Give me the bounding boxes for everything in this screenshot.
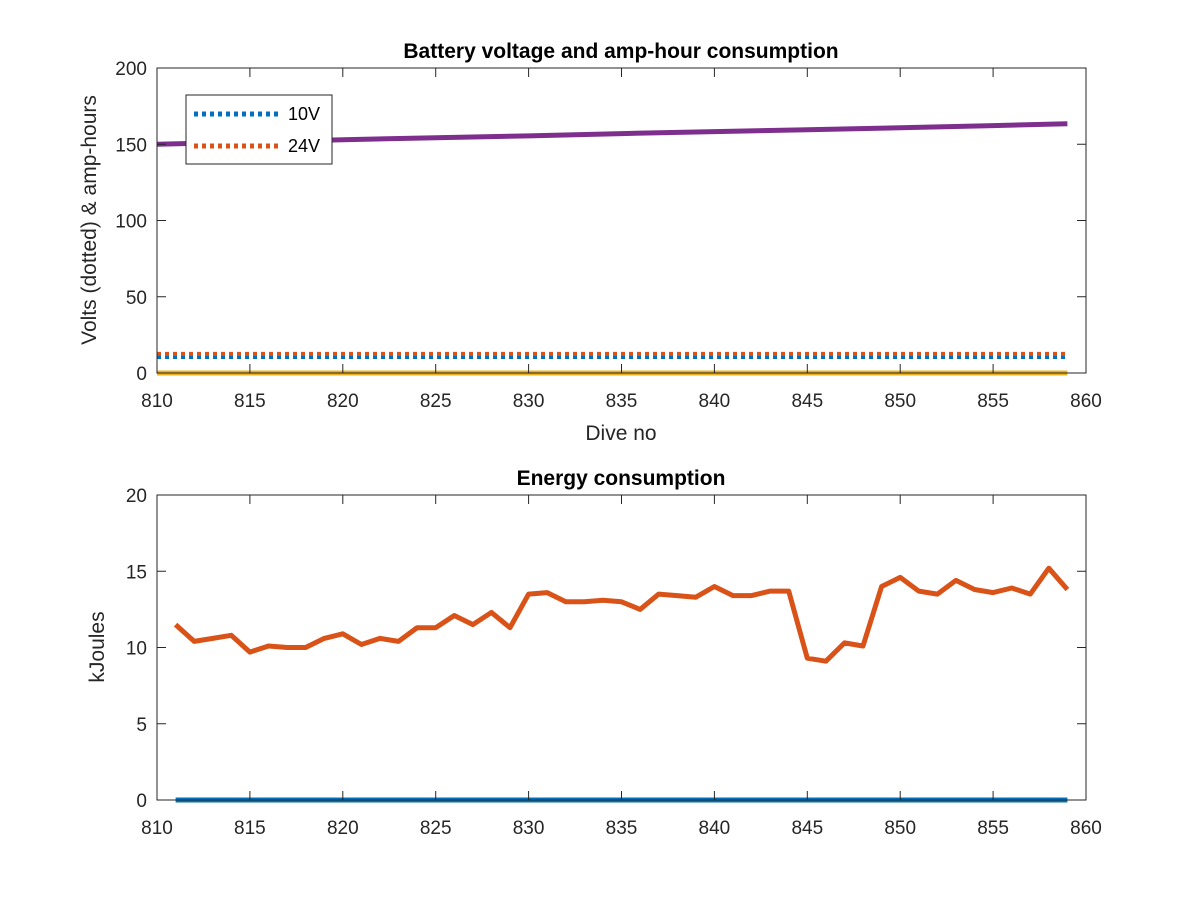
top-chart-legend: 10V 24V [185,94,333,165]
top-chart: Battery voltage and amp-hour consumption… [78,40,1102,445]
bottom-x-tick-label: 810 [141,818,173,839]
top-x-tick-label: 850 [884,391,916,412]
bottom-y-tick-label: 10 [126,639,147,660]
bottom-x-tick-label: 815 [234,818,266,839]
top-x-tick-label: 860 [1070,391,1102,412]
bottom-chart-y-axis-label: kJoules [86,611,109,682]
bottom-x-tick-label: 860 [1070,818,1102,839]
top-x-tick-label: 835 [606,391,638,412]
legend-label-24v: 24V [288,136,320,156]
top-y-tick-label: 0 [136,364,147,385]
top-chart-x-axis-label: Dive no [585,422,656,445]
bottom-x-tick-label: 850 [884,818,916,839]
bottom-chart-plot-area [173,565,1070,803]
bottom-x-tick-label: 830 [513,818,545,839]
top-x-tick-label: 825 [420,391,452,412]
top-y-tick-label: 100 [115,212,147,233]
top-chart-title: Battery voltage and amp-hour consumption [403,40,838,63]
bottom-y-tick-label: 15 [126,562,147,583]
top-x-tick-label: 830 [513,391,545,412]
bottom-x-tick-label: 825 [420,818,452,839]
top-y-tick-label: 200 [115,59,147,80]
bottom-series-line-1 [173,565,1070,664]
top-x-tick-label: 810 [141,391,173,412]
bottom-x-tick-label: 855 [977,818,1009,839]
bottom-y-tick-label: 0 [136,791,147,812]
top-y-tick-label: 50 [126,288,147,309]
bottom-y-tick-label: 20 [126,486,147,507]
legend-box [185,94,333,165]
bottom-x-tick-label: 835 [606,818,638,839]
bottom-chart-title: Energy consumption [517,467,726,490]
legend-label-10v: 10V [288,104,320,124]
bottom-x-tick-label: 840 [699,818,731,839]
bottom-x-tick-label: 845 [791,818,823,839]
top-x-tick-label: 815 [234,391,266,412]
bottom-chart-ticks: 810 815 820 825 830 835 840 845 850 855 860 0 5 10 15 2… [126,486,1102,839]
top-y-tick-label: 150 [115,135,147,156]
top-chart-y-axis-label: Volts (dotted) & amp-hours [78,95,101,345]
top-chart-ticks: 810 815 820 825 830 835 840 845 850 855 860 0 50 100 1… [115,59,1102,412]
bottom-y-tick-label: 5 [136,715,147,736]
top-x-tick-label: 855 [977,391,1009,412]
top-x-tick-label: 840 [699,391,731,412]
bottom-chart: Energy consumption 810 815 820 825 830 835 840… [86,467,1102,839]
top-x-tick-label: 820 [327,391,359,412]
top-x-tick-label: 845 [791,391,823,412]
bottom-x-tick-label: 820 [327,818,359,839]
